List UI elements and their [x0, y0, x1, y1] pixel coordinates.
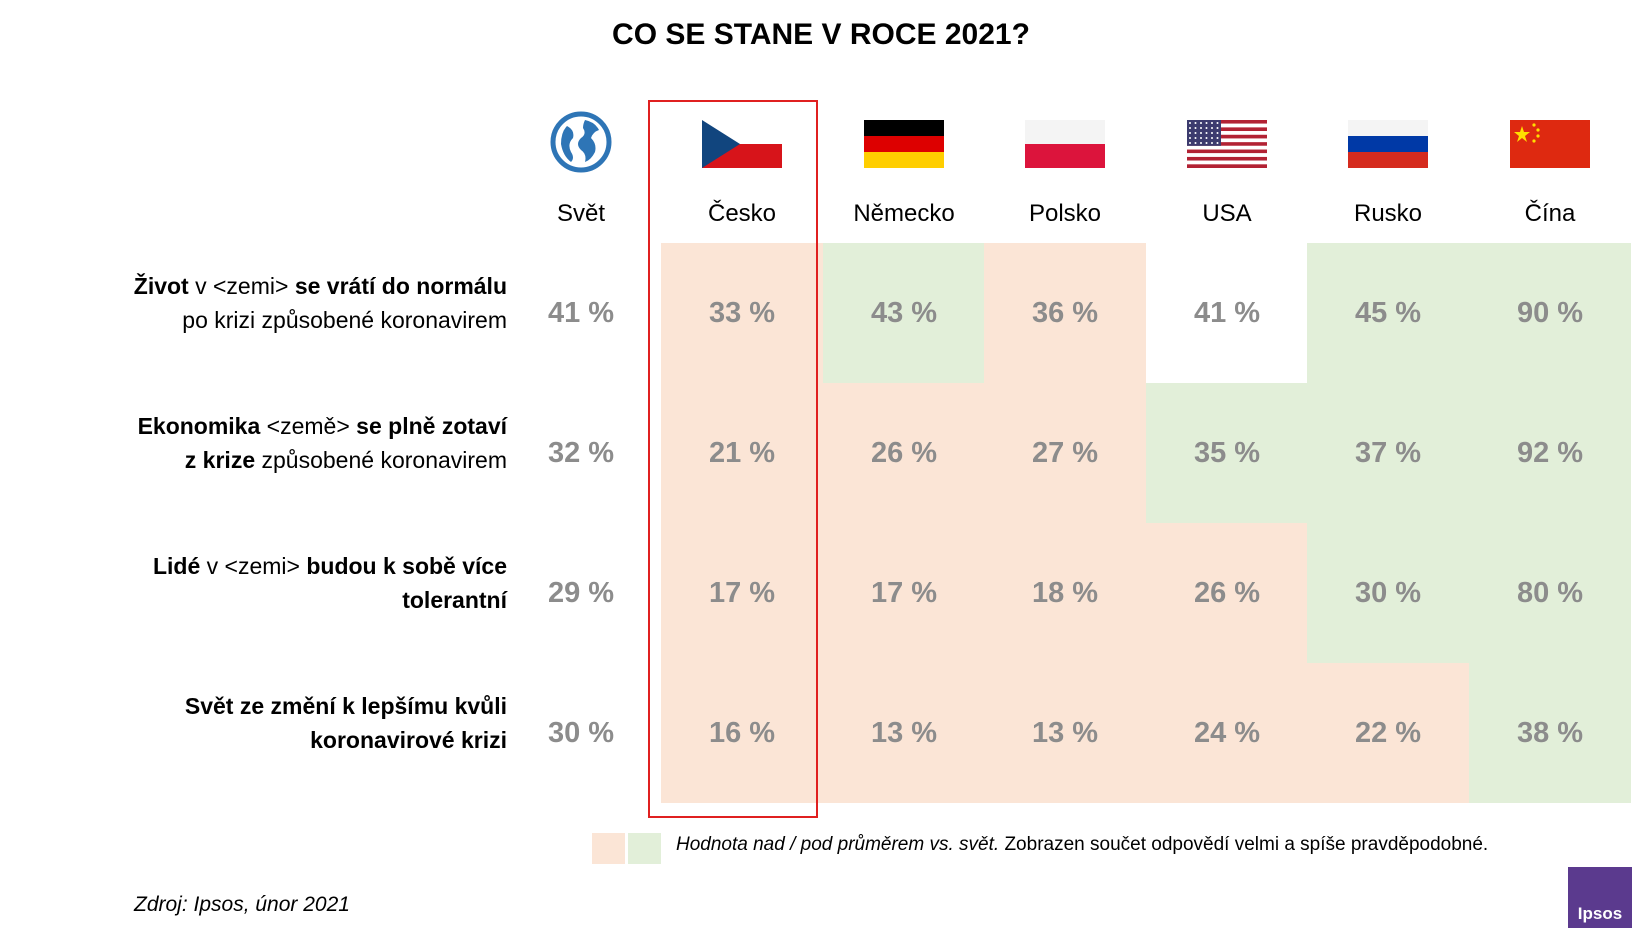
table-cell: 29 % [547, 576, 615, 609]
flag-usa-icon [1187, 120, 1267, 172]
table-cell: 80 % [1469, 523, 1631, 663]
column-header: Čína [1524, 200, 1576, 227]
row-label-part: z krize [184, 447, 256, 473]
row-label-part: se plně zotaví [356, 413, 507, 439]
table-cell: 41 % [1193, 296, 1261, 329]
column-header: Rusko [1353, 200, 1423, 227]
table-cell: 30 % [1307, 523, 1469, 663]
row-label-part: <země> [260, 413, 357, 439]
table-cell: 18 % [984, 523, 1146, 663]
table-cell: 90 % [1469, 243, 1631, 383]
legend-swatch-below [592, 833, 625, 864]
column-header: Svět [556, 200, 606, 227]
row-label-part: v <zemi> [188, 273, 295, 299]
table-cell: 13 % [984, 663, 1146, 803]
highlight-frame-cesko [648, 100, 818, 818]
globe-icon [549, 110, 613, 178]
column-header: Polsko [1028, 200, 1102, 227]
row-label-part: se vrátí do normálu [294, 273, 507, 299]
row-label-part: koronavirové krizi [310, 727, 507, 753]
table-cell: 30 % [547, 716, 615, 749]
flag-china-icon [1510, 120, 1590, 172]
legend-text: Hodnota nad / pod průměrem vs. svět. Zob… [676, 834, 1488, 856]
flag-germany-icon [864, 120, 944, 172]
row-label-part: Lidé [152, 553, 201, 579]
table-cell: 26 % [823, 383, 985, 523]
table-cell: 33 % [661, 243, 823, 383]
table-cell: 41 % [547, 296, 615, 329]
ipsos-logo: Ipsos [1568, 867, 1632, 928]
source-note: Zdroj: Ipsos, únor 2021 [134, 893, 350, 916]
row-label-part: po krizi způsobené koronavirem [182, 307, 507, 333]
row-label-part: Svět ze změní k lepšímu kvůli [184, 693, 507, 719]
row-label-part: způsobené koronavirem [255, 447, 508, 473]
table-cell: 32 % [547, 436, 615, 469]
row-label-part: v <zemi> [200, 553, 307, 579]
table-cell: 13 % [823, 663, 985, 803]
table-cell: 38 % [1469, 663, 1631, 803]
table-cell: 27 % [984, 383, 1146, 523]
row-label-part: Život [133, 273, 189, 299]
column-header: USA [1202, 200, 1252, 227]
table-cell: 26 % [1146, 523, 1308, 663]
row-label-part: budou k sobě více [306, 553, 507, 579]
flag-poland-icon [1025, 120, 1105, 172]
table-cell: 43 % [823, 243, 985, 383]
row-label: Ekonomika <země> se plně zotaví z krize z… [47, 409, 507, 477]
page-title: CO SE STANE V ROCE 2021? [612, 18, 1030, 51]
column-header: Německo [853, 200, 955, 227]
flag-czech-icon [702, 120, 782, 172]
table-cell: 22 % [1307, 663, 1469, 803]
row-label-part: Ekonomika [137, 413, 261, 439]
table-cell: 36 % [984, 243, 1146, 383]
legend-swatch-above [628, 833, 661, 864]
table-cell: 24 % [1146, 663, 1308, 803]
table-cell: 16 % [661, 663, 823, 803]
flag-russia-icon [1348, 120, 1428, 172]
table-cell: 17 % [823, 523, 985, 663]
column-header: Česko [707, 200, 777, 227]
row-label-part: tolerantní [402, 587, 507, 613]
row-label: Lidé v <zemi> budou k sobě více tolerantn… [47, 549, 507, 617]
legend-text-normal: Zobrazen součet odpovědí velmi a spíše p… [999, 834, 1489, 855]
row-label: Život v <zemi> se vrátí do normálu po kri… [47, 269, 507, 337]
legend-text-italic: Hodnota nad / pod průměrem vs. svět. [676, 834, 1000, 855]
table-cell: 21 % [661, 383, 823, 523]
table-cell: 92 % [1469, 383, 1631, 523]
table-cell: 37 % [1307, 383, 1469, 523]
table-cell: 45 % [1307, 243, 1469, 383]
table-cell: 35 % [1146, 383, 1308, 523]
row-label: Svět ze změní k lepšímu kvůli koronavirov… [47, 689, 507, 757]
table-cell: 17 % [661, 523, 823, 663]
